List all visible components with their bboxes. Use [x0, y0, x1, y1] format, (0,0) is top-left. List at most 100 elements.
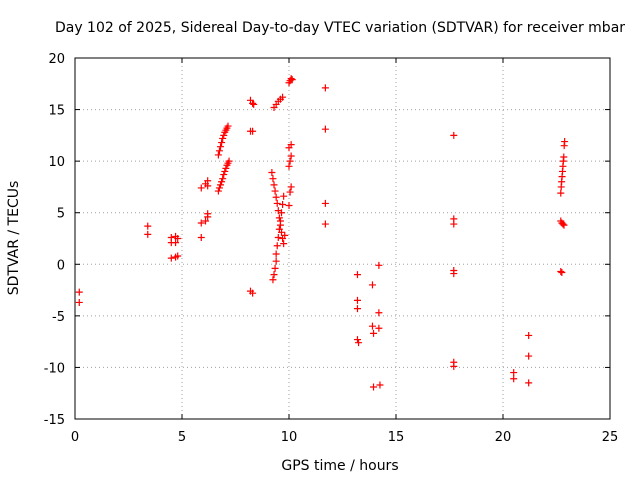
- data-point: [370, 383, 378, 391]
- data-point: [224, 122, 232, 130]
- data-point: [271, 187, 279, 195]
- data-point: [280, 192, 288, 200]
- data-points: [75, 75, 569, 391]
- y-tick-label: 15: [48, 104, 65, 119]
- data-point: [197, 233, 205, 241]
- data-point: [353, 296, 361, 304]
- data-point: [204, 182, 212, 190]
- data-point: [560, 153, 568, 161]
- data-point: [287, 75, 295, 83]
- data-point: [144, 230, 152, 238]
- y-tick-label: 5: [57, 207, 65, 222]
- data-point: [279, 200, 287, 208]
- data-point: [214, 151, 222, 159]
- data-point: [273, 199, 281, 207]
- data-point: [558, 269, 566, 277]
- data-point: [272, 193, 280, 201]
- data-point: [219, 175, 227, 183]
- data-point: [285, 201, 293, 209]
- data-point: [218, 139, 226, 147]
- data-point: [287, 183, 295, 191]
- data-point: [321, 220, 329, 228]
- data-point: [375, 309, 383, 317]
- data-point: [204, 213, 212, 221]
- data-point: [217, 143, 225, 151]
- data-point: [270, 271, 278, 279]
- data-point: [525, 352, 533, 360]
- data-point: [321, 199, 329, 207]
- data-point: [197, 184, 205, 192]
- data-point: [353, 336, 361, 344]
- data-point: [368, 322, 376, 330]
- data-point: [375, 324, 383, 332]
- y-tick-label: -15: [44, 413, 65, 428]
- data-point: [276, 221, 284, 229]
- y-tick-label: -10: [44, 361, 65, 376]
- y-tick-label: 10: [48, 155, 65, 170]
- y-tick-label: 0: [57, 258, 65, 273]
- data-point: [525, 331, 533, 339]
- data-point: [376, 381, 384, 389]
- x-tick-label: 15: [388, 430, 405, 445]
- data-point: [375, 261, 383, 269]
- data-point: [271, 264, 279, 272]
- data-point: [559, 220, 567, 228]
- y-axis-label: SDTVAR / TECUs: [6, 181, 22, 296]
- data-point: [321, 125, 329, 133]
- data-point: [269, 276, 277, 284]
- data-point: [218, 178, 226, 186]
- data-point: [174, 235, 182, 242]
- data-point: [450, 362, 458, 370]
- data-point: [557, 189, 565, 197]
- data-point: [510, 369, 518, 377]
- data-point: [215, 184, 223, 192]
- data-point: [269, 175, 277, 183]
- data-point: [355, 339, 363, 347]
- data-point: [450, 220, 458, 228]
- grid-lines: [75, 58, 610, 419]
- data-point: [353, 271, 361, 279]
- data-point: [510, 375, 518, 383]
- data-point: [353, 305, 361, 313]
- data-point: [272, 250, 280, 258]
- data-point: [370, 329, 378, 337]
- x-tick-label: 0: [71, 430, 79, 445]
- chart-title: Day 102 of 2025, Sidereal Day-to-day VTE…: [55, 20, 625, 36]
- data-point: [287, 141, 295, 149]
- data-point: [450, 131, 458, 139]
- data-point: [560, 221, 568, 229]
- data-point: [225, 157, 233, 165]
- data-point: [281, 231, 289, 239]
- data-point: [273, 242, 281, 250]
- data-point: [321, 84, 329, 92]
- x-tick-label: 20: [495, 430, 512, 445]
- data-point: [268, 168, 276, 176]
- data-point: [274, 233, 282, 241]
- data-point: [75, 288, 83, 296]
- data-point: [197, 219, 205, 227]
- x-tick-label: 25: [602, 430, 619, 445]
- data-point: [219, 134, 227, 142]
- y-tick-label: -5: [52, 310, 65, 325]
- data-point: [287, 152, 295, 160]
- data-point: [274, 207, 282, 215]
- plot-frame: [74, 57, 611, 420]
- data-point: [217, 181, 225, 189]
- data-point: [288, 76, 296, 84]
- data-point: [286, 157, 294, 165]
- data-point: [202, 217, 210, 225]
- data-point: [172, 239, 180, 247]
- data-point: [75, 298, 83, 306]
- y-tick-label: 20: [48, 52, 65, 67]
- data-point: [450, 270, 458, 278]
- data-point: [278, 228, 286, 236]
- data-point: [167, 254, 175, 262]
- data-point: [557, 268, 565, 276]
- data-point: [144, 222, 152, 230]
- x-tick-label: 5: [178, 430, 186, 445]
- data-point: [249, 127, 257, 135]
- data-point: [275, 214, 283, 222]
- data-point: [214, 187, 222, 195]
- data-point: [270, 181, 278, 189]
- data-point: [280, 240, 288, 248]
